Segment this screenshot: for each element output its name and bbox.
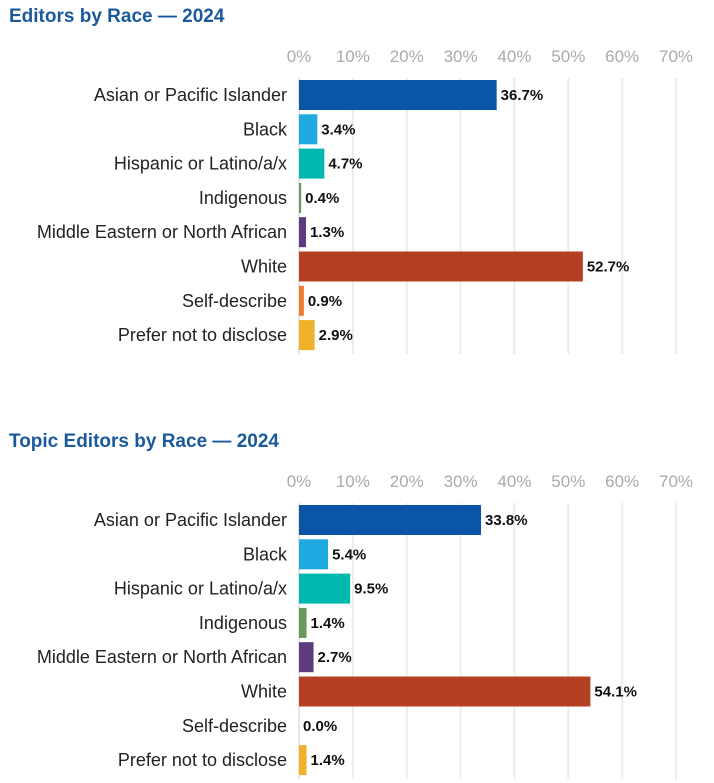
category-label: Self-describe [182, 291, 287, 311]
chart-title: Topic Editors by Race — 2024 [9, 431, 279, 452]
editors-plot: 0% 10% 20% 30% 40% 50% 60% 70% Asian or Pacific … [37, 47, 693, 354]
bar [299, 505, 482, 535]
data-label: 4.7% [328, 156, 362, 173]
bar [299, 320, 315, 351]
data-label: 1.3% [310, 224, 344, 241]
bar [299, 251, 583, 282]
data-label: 2.9% [319, 327, 353, 344]
topic-editors-plot: 0% 10% 20% 30% 40% 50% 60% 70% Asian or Pacific … [37, 472, 693, 779]
x-tick-label: 0% [287, 472, 312, 491]
category-label: Hispanic or Latino/a/x [114, 579, 287, 599]
category-label: Indigenous [199, 613, 287, 633]
bar [299, 607, 307, 638]
bar [299, 80, 497, 110]
x-tick-label: 0% [287, 47, 312, 66]
data-label: 54.1% [594, 684, 637, 701]
x-tick-label: 10% [336, 47, 370, 66]
x-tick-label: 70% [659, 472, 693, 491]
category-label: Self-describe [182, 716, 287, 736]
data-label: 0.0% [303, 718, 337, 735]
category-label: Middle Eastern or North African [37, 647, 287, 667]
category-label: Prefer not to disclose [118, 750, 287, 770]
data-label: 0.4% [305, 190, 339, 207]
category-label: Hispanic or Latino/a/x [114, 154, 287, 174]
bar [299, 148, 325, 179]
x-tick-label: 50% [551, 47, 585, 66]
category-label: White [241, 257, 287, 277]
bar [299, 285, 304, 316]
bar [299, 573, 351, 604]
data-label: 33.8% [485, 512, 528, 529]
x-tick-label: 60% [605, 472, 639, 491]
bar [299, 745, 307, 776]
data-label: 3.4% [321, 121, 355, 138]
x-tick-label: 50% [551, 472, 585, 491]
category-label: Black [243, 544, 288, 564]
bar [299, 114, 318, 145]
data-label: 9.5% [354, 581, 388, 598]
data-label: 2.7% [318, 649, 352, 666]
data-label: 5.4% [332, 546, 366, 563]
category-label: Black [243, 119, 288, 139]
chart-title: Editors by Race — 2024 [9, 6, 225, 27]
category-label: Prefer not to disclose [118, 325, 287, 345]
x-tick-label: 20% [390, 472, 424, 491]
category-label: Asian or Pacific Islander [94, 85, 287, 105]
data-label: 1.4% [311, 615, 345, 632]
editors-by-race-chart: Editors by Race — 2024 0% 10% 20% 30% 40% 50%… [0, 6, 714, 376]
bar [299, 539, 329, 570]
category-label: Indigenous [199, 188, 287, 208]
x-tick-label: 20% [390, 47, 424, 66]
topic-editors-by-race-chart: Topic Editors by Race — 2024 0% 10% 20% 30%… [0, 431, 714, 783]
bar [299, 642, 314, 673]
x-tick-label: 10% [336, 472, 370, 491]
x-tick-label: 70% [659, 47, 693, 66]
data-label: 1.4% [311, 752, 345, 769]
data-label: 0.9% [308, 293, 342, 310]
bar [299, 676, 591, 707]
category-label: White [241, 682, 287, 702]
x-tick-label: 40% [497, 47, 531, 66]
x-tick-label: 60% [605, 47, 639, 66]
bar [299, 182, 302, 213]
category-label: Asian or Pacific Islander [94, 510, 287, 530]
bar [299, 217, 307, 248]
x-tick-label: 40% [497, 472, 531, 491]
x-tick-label: 30% [444, 472, 478, 491]
category-label: Middle Eastern or North African [37, 222, 287, 242]
data-label: 36.7% [501, 87, 544, 104]
data-label: 52.7% [587, 259, 630, 276]
x-tick-label: 30% [444, 47, 478, 66]
